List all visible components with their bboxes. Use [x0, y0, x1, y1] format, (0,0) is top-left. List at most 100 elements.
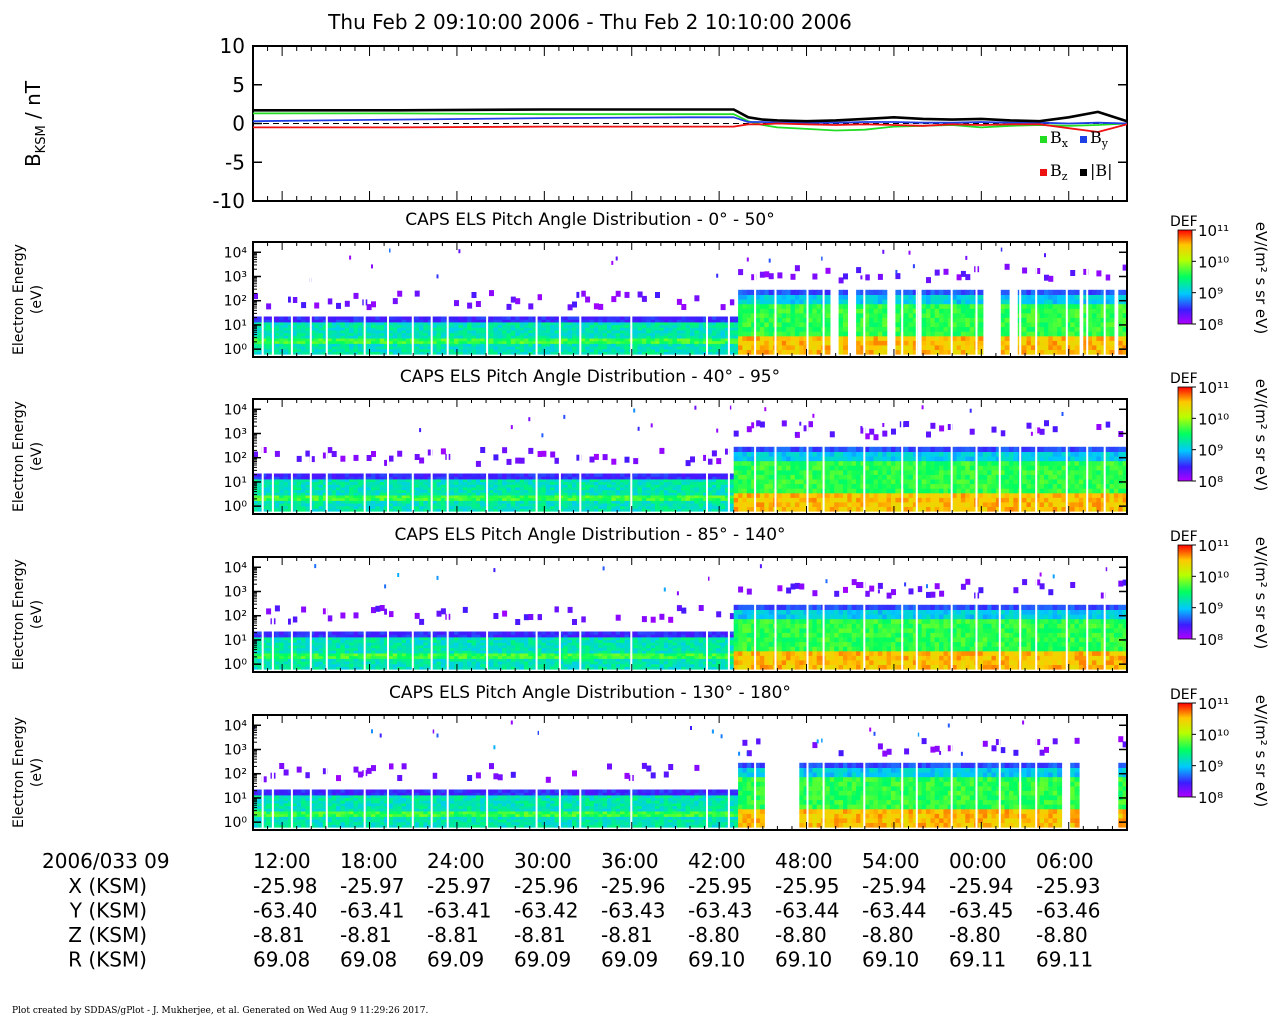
spectrogram-cell — [930, 326, 936, 332]
spectrogram-cell — [790, 340, 796, 346]
spectrogram-cell — [515, 489, 521, 493]
spectrogram-cell — [676, 494, 682, 499]
spectrogram-cell — [860, 335, 866, 341]
spectrogram-cell — [327, 484, 333, 488]
spectrogram-cell — [786, 497, 792, 503]
spectrogram-cell — [353, 321, 359, 326]
spectrogram-cell — [366, 324, 372, 328]
spectrogram-cell — [781, 483, 787, 489]
spectrogram-cell — [751, 506, 757, 512]
spectrogram-cell — [934, 335, 940, 341]
spectrogram-cell — [489, 489, 494, 493]
spectrogram-cell — [816, 344, 822, 350]
spectrogram-cell — [480, 484, 486, 488]
spectrogram-cell — [283, 327, 289, 331]
spectrogram-cell — [659, 473, 665, 477]
spectrogram-cell — [1000, 303, 1006, 309]
spectrogram-cell — [357, 503, 363, 507]
spectrogram-cell — [449, 473, 455, 477]
spectrogram-cell — [611, 489, 617, 493]
spectrogram-cell — [650, 329, 656, 334]
spectrogram-cell — [838, 289, 844, 295]
spectrogram-cell — [558, 484, 564, 488]
spectrogram-cell — [716, 324, 722, 328]
spectrogram-speck — [895, 269, 898, 274]
spectrogram-cell — [799, 340, 805, 346]
spectrogram-cell — [419, 346, 425, 350]
spectrogram-cell — [1057, 321, 1063, 328]
spectrogram-cell — [301, 327, 307, 331]
spectrogram-cell — [567, 340, 573, 344]
spectrogram-cell — [449, 489, 455, 493]
spectrogram-cell — [462, 486, 468, 491]
spectrogram-cell — [340, 484, 346, 488]
spectrogram-cell — [440, 494, 446, 499]
spectrogram-cell — [663, 497, 669, 501]
spectrogram-cell — [681, 484, 687, 488]
spectrogram-cell — [838, 321, 844, 328]
spectrogram-panel-1: CAPS ELS Pitch Angle Distribution - 0° -… — [11, 210, 1270, 358]
spectrogram-cell — [1057, 312, 1063, 318]
data-gap-line — [535, 242, 538, 357]
spectrogram-cell — [589, 321, 595, 326]
spectrogram-cell — [620, 500, 626, 504]
spectrogram-cell — [288, 486, 293, 491]
spectrogram-cell — [563, 327, 569, 331]
spectrogram-cell — [698, 505, 704, 509]
spectrogram-cell — [572, 500, 577, 504]
spectrogram-cell — [641, 321, 647, 326]
spectrogram-cell — [694, 481, 700, 485]
spectrogram-cell — [755, 303, 761, 309]
spectrogram-cell — [799, 488, 805, 494]
spectrogram-cell — [768, 465, 774, 471]
spectrogram-cell — [1087, 289, 1093, 295]
spectrogram-cell — [1122, 326, 1128, 332]
spectrogram-cell — [414, 327, 420, 331]
spectrogram-cell — [489, 324, 494, 328]
spectrogram-cell — [585, 337, 591, 342]
spectrogram-cell — [432, 486, 438, 491]
spectrogram-cell — [388, 497, 394, 501]
spectrogram-cell — [1096, 317, 1102, 323]
spectrogram-cell — [1070, 294, 1076, 300]
spectrogram-cell — [515, 319, 521, 323]
spectrogram-cell — [650, 327, 656, 331]
spectrogram-cell — [646, 494, 652, 499]
spectrogram-cell — [1083, 340, 1089, 346]
spectrogram-cell — [611, 473, 617, 477]
spectrogram-cell — [860, 340, 866, 346]
spectrogram-cell — [406, 324, 411, 328]
spectrogram-cell — [939, 335, 945, 341]
spectrogram-cell — [550, 343, 556, 347]
spectrogram-cell — [440, 508, 446, 512]
spectrogram-cell — [637, 500, 643, 504]
spectrogram-cell — [309, 335, 315, 339]
spectrogram-cell — [729, 508, 735, 512]
spectrogram-speck — [506, 303, 512, 310]
spectrogram-cell — [353, 327, 359, 331]
spectrogram-cell — [825, 492, 831, 498]
spectrogram-cell — [733, 346, 739, 350]
spectrogram-cell — [781, 469, 787, 475]
spectrogram-cell — [375, 476, 381, 480]
spectrogram-cell — [598, 503, 604, 507]
spectrogram-speck — [781, 420, 787, 427]
spectrogram-cell — [274, 500, 280, 504]
spectrogram-cell — [838, 349, 844, 355]
spectrogram-cell — [808, 478, 813, 485]
spectrogram-cell — [882, 344, 888, 350]
spectrogram-cell — [423, 486, 429, 491]
spectrogram-cell — [266, 503, 272, 507]
spectrogram-cell — [738, 303, 744, 309]
spectrogram-cell — [449, 497, 455, 501]
spectrogram-cell — [458, 500, 464, 504]
spectrogram-cell — [956, 326, 962, 332]
spectrogram-cell — [856, 344, 862, 350]
data-gap-line — [1019, 242, 1022, 357]
spectrogram-cell — [711, 324, 717, 328]
spectrogram-cell — [838, 303, 844, 309]
spectrogram-cell — [493, 324, 499, 328]
spectrogram-cell — [838, 340, 844, 346]
spectrogram-cell — [790, 294, 796, 300]
spectrogram-cell — [440, 324, 446, 328]
